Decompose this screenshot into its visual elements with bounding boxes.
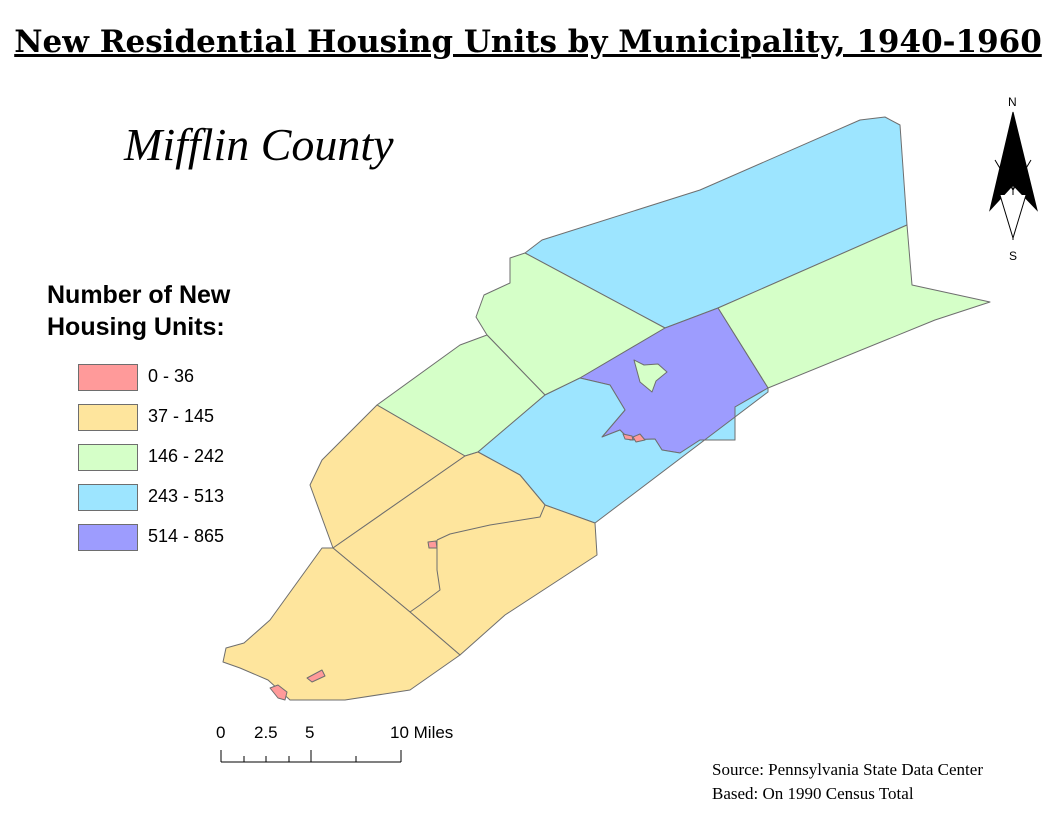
legend-swatch	[78, 484, 138, 511]
county-label: Mifflin County	[124, 119, 394, 170]
region-southwest-yellow	[222, 547, 461, 701]
borough	[269, 684, 288, 701]
borough	[622, 433, 634, 441]
source-line2: Based: On 1990 Census Total	[712, 784, 914, 803]
legend-swatch	[78, 404, 138, 431]
legend-swatch	[78, 444, 138, 471]
legend-item: 514 - 865	[78, 524, 278, 552]
north-arrow	[989, 111, 1038, 240]
source-line1: Source: Pennsylvania State Data Center	[712, 760, 983, 779]
legend-label: 37 - 145	[148, 406, 215, 426]
map-title: New Residential Housing Units by Municip…	[14, 24, 1042, 60]
legend-label: 243 - 513	[148, 486, 225, 506]
legend-label: 146 - 242	[148, 446, 225, 466]
legend-label: 0 - 36	[148, 366, 195, 386]
scale-tick-label: 0	[216, 723, 226, 742]
scale-tick-label: 10 Miles	[390, 723, 454, 742]
region-purple-island	[633, 359, 668, 393]
legend-swatch	[78, 524, 138, 551]
legend-item: 243 - 513	[78, 484, 278, 512]
legend-title: Number of New Housing Units:	[47, 279, 230, 343]
legend-label: 514 - 865	[148, 526, 225, 546]
legend-title-line2: Housing Units:	[47, 313, 225, 341]
borough	[427, 540, 438, 549]
south-label: S	[1009, 249, 1018, 263]
source-note: Source: Pennsylvania State Data Center B…	[712, 758, 983, 806]
legend-swatch	[78, 364, 138, 391]
region-west-yellow	[309, 404, 466, 549]
borough	[306, 669, 326, 683]
legend-item: 37 - 145	[78, 404, 278, 432]
scale-tick-label: 5	[305, 723, 315, 742]
scale-tick-label: 2.5	[254, 723, 278, 742]
legend-item: 0 - 36	[78, 364, 278, 392]
river-line	[436, 504, 546, 541]
river-line	[409, 540, 441, 613]
legend-item: 146 - 242	[78, 444, 278, 472]
north-label: N	[1008, 95, 1017, 109]
scale-bar	[220, 750, 402, 763]
borough	[632, 433, 646, 443]
legend-title-line1: Number of New	[47, 281, 231, 309]
